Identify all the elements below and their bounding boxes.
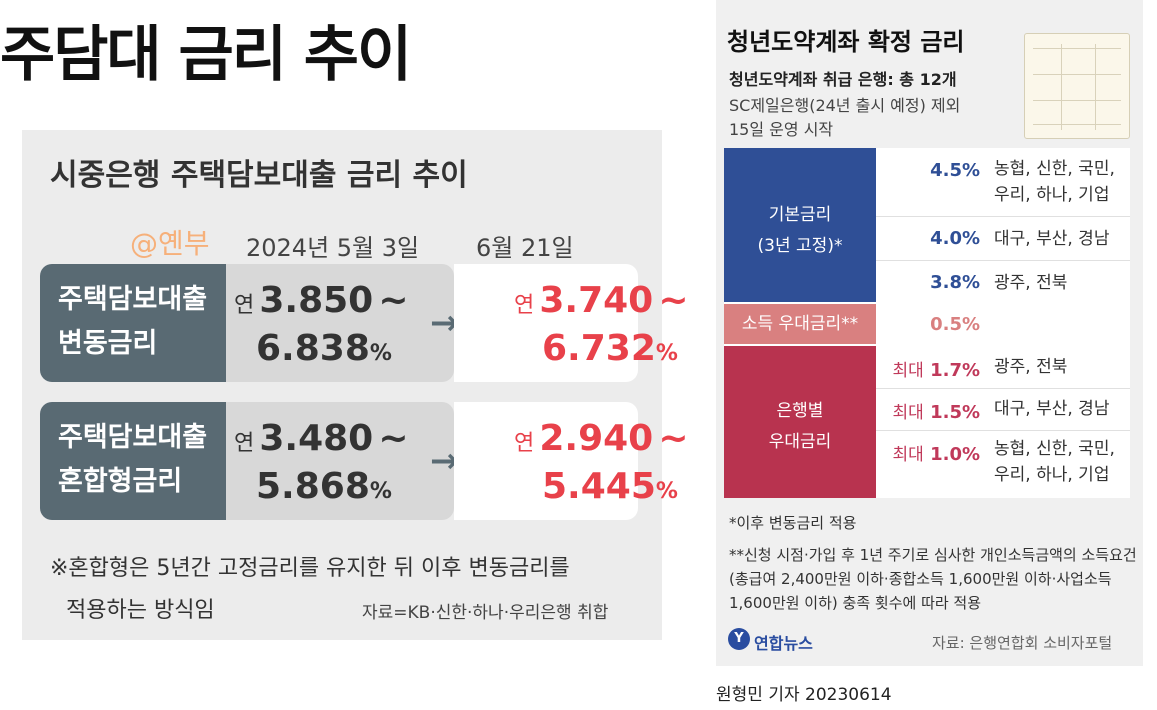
yonhap-logo-text: 연합뉴스 <box>754 634 813 653</box>
rate-value: 3.8% <box>930 272 980 293</box>
after-rate: 연 2.940 ~ 5.445% <box>454 402 688 520</box>
rate-value: 4.5% <box>930 160 980 181</box>
main-title: 주담대 금리 추이 <box>0 20 412 90</box>
yonhap-logo-icon: Y <box>728 628 750 650</box>
right-title: 청년도약계좌 확정 금리 <box>727 28 965 56</box>
after-rate: 연 3.740 ~ 6.732% <box>454 264 688 382</box>
bank-list: 농협, 신한, 국민, 우리, 하나, 기업 <box>994 159 1115 205</box>
bankbook-icon <box>1024 33 1130 139</box>
row-label: 주택담보대출 혼합형금리 <box>40 402 226 520</box>
row-label: 주택담보대출 변동금리 <box>40 264 226 382</box>
rate-trend-card <box>22 130 662 640</box>
subtitle-banks: 청년도약계좌 취급 은행: 총 12개 <box>729 70 957 89</box>
before-rate: 연 3.850 ~ 6.838% <box>226 264 454 382</box>
rate-row-mixed: 주택담보대출 혼합형금리 연 3.480 ~ 5.868% → 연 2.940 … <box>40 402 688 520</box>
footnote-variable: *이후 변동금리 적용 <box>729 514 857 532</box>
bank-rate-label: 은행별 우대금리 <box>724 346 876 498</box>
source-right: 자료: 은행연합회 소비자포털 <box>932 634 1113 652</box>
date-after: 6월 21일 <box>476 234 574 262</box>
footnote-income: **신청 시점·가입 후 1년 주기로 심사한 개인소득금액의 소득요건(총급여… <box>729 546 1137 612</box>
base-rate-label: 기본금리 (3년 고정)* <box>724 148 876 302</box>
rate-value: 최대 1.0% <box>892 444 980 465</box>
note-cont: 적용하는 방식임 <box>66 598 215 623</box>
subtitle-start: 15일 운영 시작 <box>729 120 834 139</box>
rate-value: 0.5% <box>930 314 980 335</box>
subtitle-excluded: SC제일은행(24년 출시 예정) 제외 <box>729 96 961 115</box>
bank-list: 광주, 전북 <box>994 273 1068 293</box>
income-rate-label: 소득 우대금리** <box>724 304 876 344</box>
bank-list: 광주, 전북 <box>994 357 1068 377</box>
bank-list: 농협, 신한, 국민, 우리, 하나, 기업 <box>994 439 1115 485</box>
arrow-right-icon: → <box>430 441 459 481</box>
source-left: 자료=KB·신한·하나·우리은행 취합 <box>362 603 609 623</box>
rate-value: 최대 1.7% <box>892 360 980 381</box>
bank-list: 대구, 부산, 경남 <box>994 399 1110 419</box>
rate-value: 최대 1.5% <box>892 402 980 423</box>
rate-value: 4.0% <box>930 228 980 249</box>
before-rate: 연 3.480 ~ 5.868% <box>226 402 454 520</box>
reporter-credit: 원형민 기자 20230614 <box>716 685 892 705</box>
card-title: 시중은행 주택담보대출 금리 추이 <box>50 158 468 193</box>
date-before: 2024년 5월 3일 <box>246 234 420 262</box>
watermark: @옌부 <box>130 227 210 260</box>
note: ※혼합형은 5년간 고정금리를 유지한 뒤 이후 변동금리를 <box>50 556 570 581</box>
rate-row-variable: 주택담보대출 변동금리 연 3.850 ~ 6.838% → 연 3.740 ~… <box>40 264 688 382</box>
arrow-right-icon: → <box>430 303 459 343</box>
bank-list: 대구, 부산, 경남 <box>994 229 1110 249</box>
